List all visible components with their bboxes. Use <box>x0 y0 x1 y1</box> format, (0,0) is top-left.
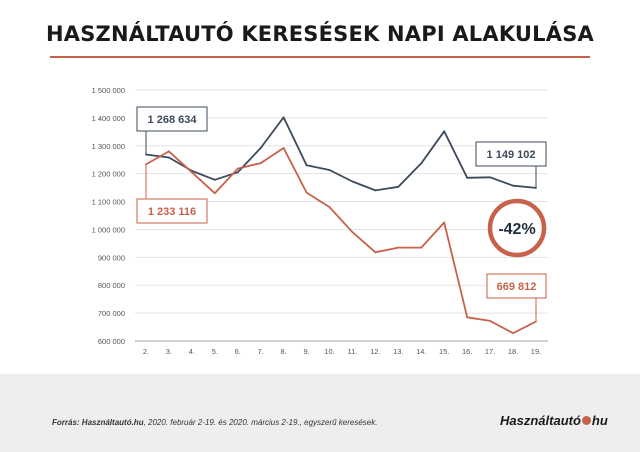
x-tick-label: 5. <box>212 347 218 356</box>
march-point <box>190 171 193 174</box>
mar-end-callout-box <box>486 273 547 299</box>
x-tick-label: 4. <box>189 347 195 356</box>
february-point <box>512 184 514 187</box>
feb-start-callout-label: 1 268 634 <box>148 114 198 126</box>
source-brand: Használtautó.hu <box>81 418 144 427</box>
x-tick-label: 18. <box>508 347 518 356</box>
march-point <box>168 150 170 153</box>
mar-start-callout-box <box>136 198 208 224</box>
march-point <box>236 167 239 170</box>
y-tick-label: 700 000 <box>98 309 125 318</box>
footer: Forrás: Használtautó.hu, 2020. február 2… <box>0 374 640 452</box>
x-tick-label: 3. <box>166 347 172 356</box>
mar-end-callout-label: 669 812 <box>497 281 537 293</box>
march-point <box>489 320 492 322</box>
march-point <box>512 332 514 335</box>
x-tick-label: 12. <box>370 347 380 356</box>
march-point <box>305 191 308 194</box>
february-point <box>213 178 216 181</box>
x-axis-ticks: 2. 3. 4. 5. 6. 7. 8. 9. 10. 11. 12. 13. 14. 15. 16. 17.… <box>143 347 541 356</box>
y-tick-label: 800 000 <box>98 281 125 290</box>
callouts: 1 268 634 1 233 116 1 149 102 669 812 -42% <box>136 106 547 322</box>
x-tick-label: 16. <box>462 347 472 356</box>
line-chart: 1 500 000 1 400 000 1 300 000 1 200 000 1 10… <box>92 86 548 356</box>
february-point <box>328 169 331 171</box>
y-axis-ticks: 1 500 000 1 400 000 1 300 000 1 200 000 1 10… <box>92 86 125 346</box>
february-point <box>259 147 262 149</box>
change-badge-ring <box>487 198 547 258</box>
y-tick-label: 1 100 000 <box>92 198 125 207</box>
february-point <box>282 116 285 119</box>
y-tick-label: 1 300 000 <box>92 142 125 151</box>
y-tick-label: 900 000 <box>98 253 125 262</box>
february-point <box>443 130 446 133</box>
y-tick-label: 1 200 000 <box>92 170 125 179</box>
x-tick-label: 8. <box>281 347 287 356</box>
logo-left: Használtautó <box>500 413 581 428</box>
chart-title: HASZNÁLTAUTÓ KERESÉSEK NAPI ALAKULÁSA <box>45 22 594 46</box>
feb-start-callout-box <box>136 106 208 132</box>
february-point <box>168 156 170 159</box>
title-underline <box>50 56 590 58</box>
march-series-line <box>145 147 537 335</box>
x-tick-label: 13. <box>393 347 403 356</box>
y-tick-label: 1 400 000 <box>92 114 125 123</box>
source-text: , 2020. február 2-19. és 2020. március 2… <box>143 418 378 427</box>
march-point <box>466 316 469 319</box>
march-point <box>282 147 285 149</box>
source-note: Forrás: Használtautó.hu, 2020. február 2… <box>52 418 377 427</box>
march-point <box>397 246 400 249</box>
february-point <box>397 185 400 188</box>
x-tick-label: 6. <box>235 347 241 356</box>
feb-end-callout-label: 1 149 102 <box>487 149 536 161</box>
x-tick-label: 2. <box>143 347 149 356</box>
change-badge-label: -42% <box>498 221 535 238</box>
feb-end-callout-box <box>475 141 547 167</box>
february-point <box>374 189 377 192</box>
march-point <box>259 162 262 164</box>
february-point <box>420 162 423 165</box>
february-series-line <box>145 116 537 192</box>
mar-start-callout-label: 1 233 116 <box>148 206 196 218</box>
march-point <box>328 206 331 209</box>
x-tick-label: 14. <box>416 347 426 356</box>
x-tick-label: 10. <box>324 347 334 356</box>
february-point <box>466 176 469 179</box>
february-point <box>236 171 239 174</box>
y-tick-label: 1 000 000 <box>92 225 125 234</box>
y-tick-label: 600 000 <box>98 337 125 346</box>
x-tick-label: 17. <box>485 347 495 356</box>
march-point <box>374 251 377 254</box>
february-point <box>351 180 354 183</box>
february-point <box>489 176 492 179</box>
logo-dot <box>581 416 591 425</box>
march-point <box>420 246 423 249</box>
source-prefix: Forrás: <box>52 418 82 427</box>
x-tick-label: 9. <box>303 347 309 356</box>
march-point <box>351 231 354 234</box>
y-tick-label: 1 500 000 <box>92 86 125 95</box>
march-point <box>213 192 216 195</box>
x-tick-label: 15. <box>439 347 449 356</box>
x-tick-label: 19. <box>531 347 541 356</box>
x-tick-label: 7. <box>258 347 264 356</box>
march-point <box>443 221 446 224</box>
brand-logo: Használtautó hu <box>500 413 608 428</box>
logo-right: hu <box>591 413 608 428</box>
x-tick-label: 11. <box>348 347 358 356</box>
february-point <box>305 164 308 167</box>
